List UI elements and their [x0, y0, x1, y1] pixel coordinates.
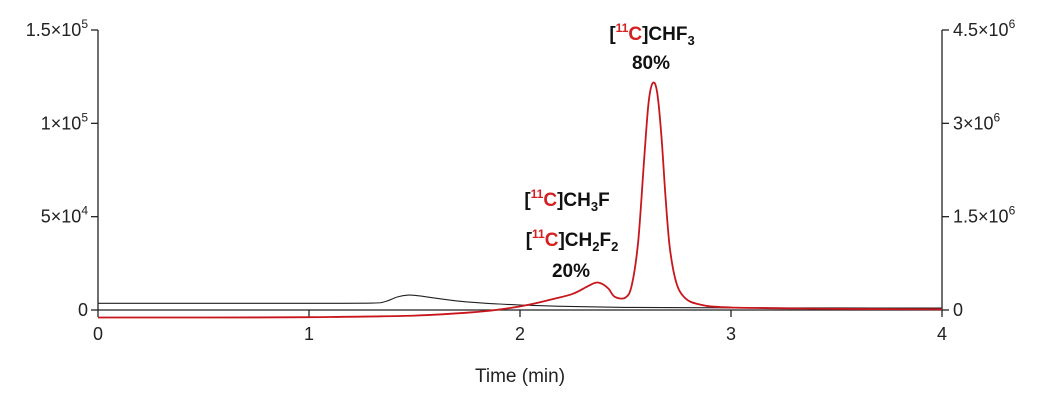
series-line-red [98, 81, 943, 319]
peak-label-ch3f: [11C]CH3F [524, 187, 609, 214]
right-tick-label: 1.5×106 [953, 204, 1016, 227]
right-tick-label: 4.5×106 [953, 17, 1016, 40]
left-tick-label: 1.5×105 [26, 17, 89, 40]
left-y-axis: 0 5×104 1×105 1.5×105 [26, 17, 99, 320]
x-tick-label: 0 [93, 324, 103, 344]
right-y-axis: 0 1.5×106 3×106 4.5×106 [941, 17, 1016, 320]
left-tick-label: 1×105 [41, 110, 89, 133]
plot-lines [97, 81, 943, 319]
peak-label-chf3: [11C]CHF3 [609, 21, 694, 48]
series-line-black [97, 294, 943, 309]
x-tick-label: 3 [726, 324, 736, 344]
x-tick-label: 2 [515, 324, 525, 344]
x-tick-label: 1 [304, 324, 314, 344]
peak-percent-chf3: 80% [632, 53, 670, 74]
x-axis-title: Time (min) [475, 366, 565, 387]
x-tick-label: 4 [937, 324, 947, 344]
peak-percent-ch2f2: 20% [552, 261, 590, 282]
x-axis: 0 1 2 3 4 [93, 309, 947, 344]
peak-label-ch2f2: [11C]CH2F2 [526, 227, 619, 254]
right-tick-label: 3×106 [953, 110, 1001, 133]
left-tick-label: 0 [78, 300, 88, 320]
left-tick-label: 5×104 [41, 204, 89, 227]
right-tick-label: 0 [953, 300, 963, 320]
